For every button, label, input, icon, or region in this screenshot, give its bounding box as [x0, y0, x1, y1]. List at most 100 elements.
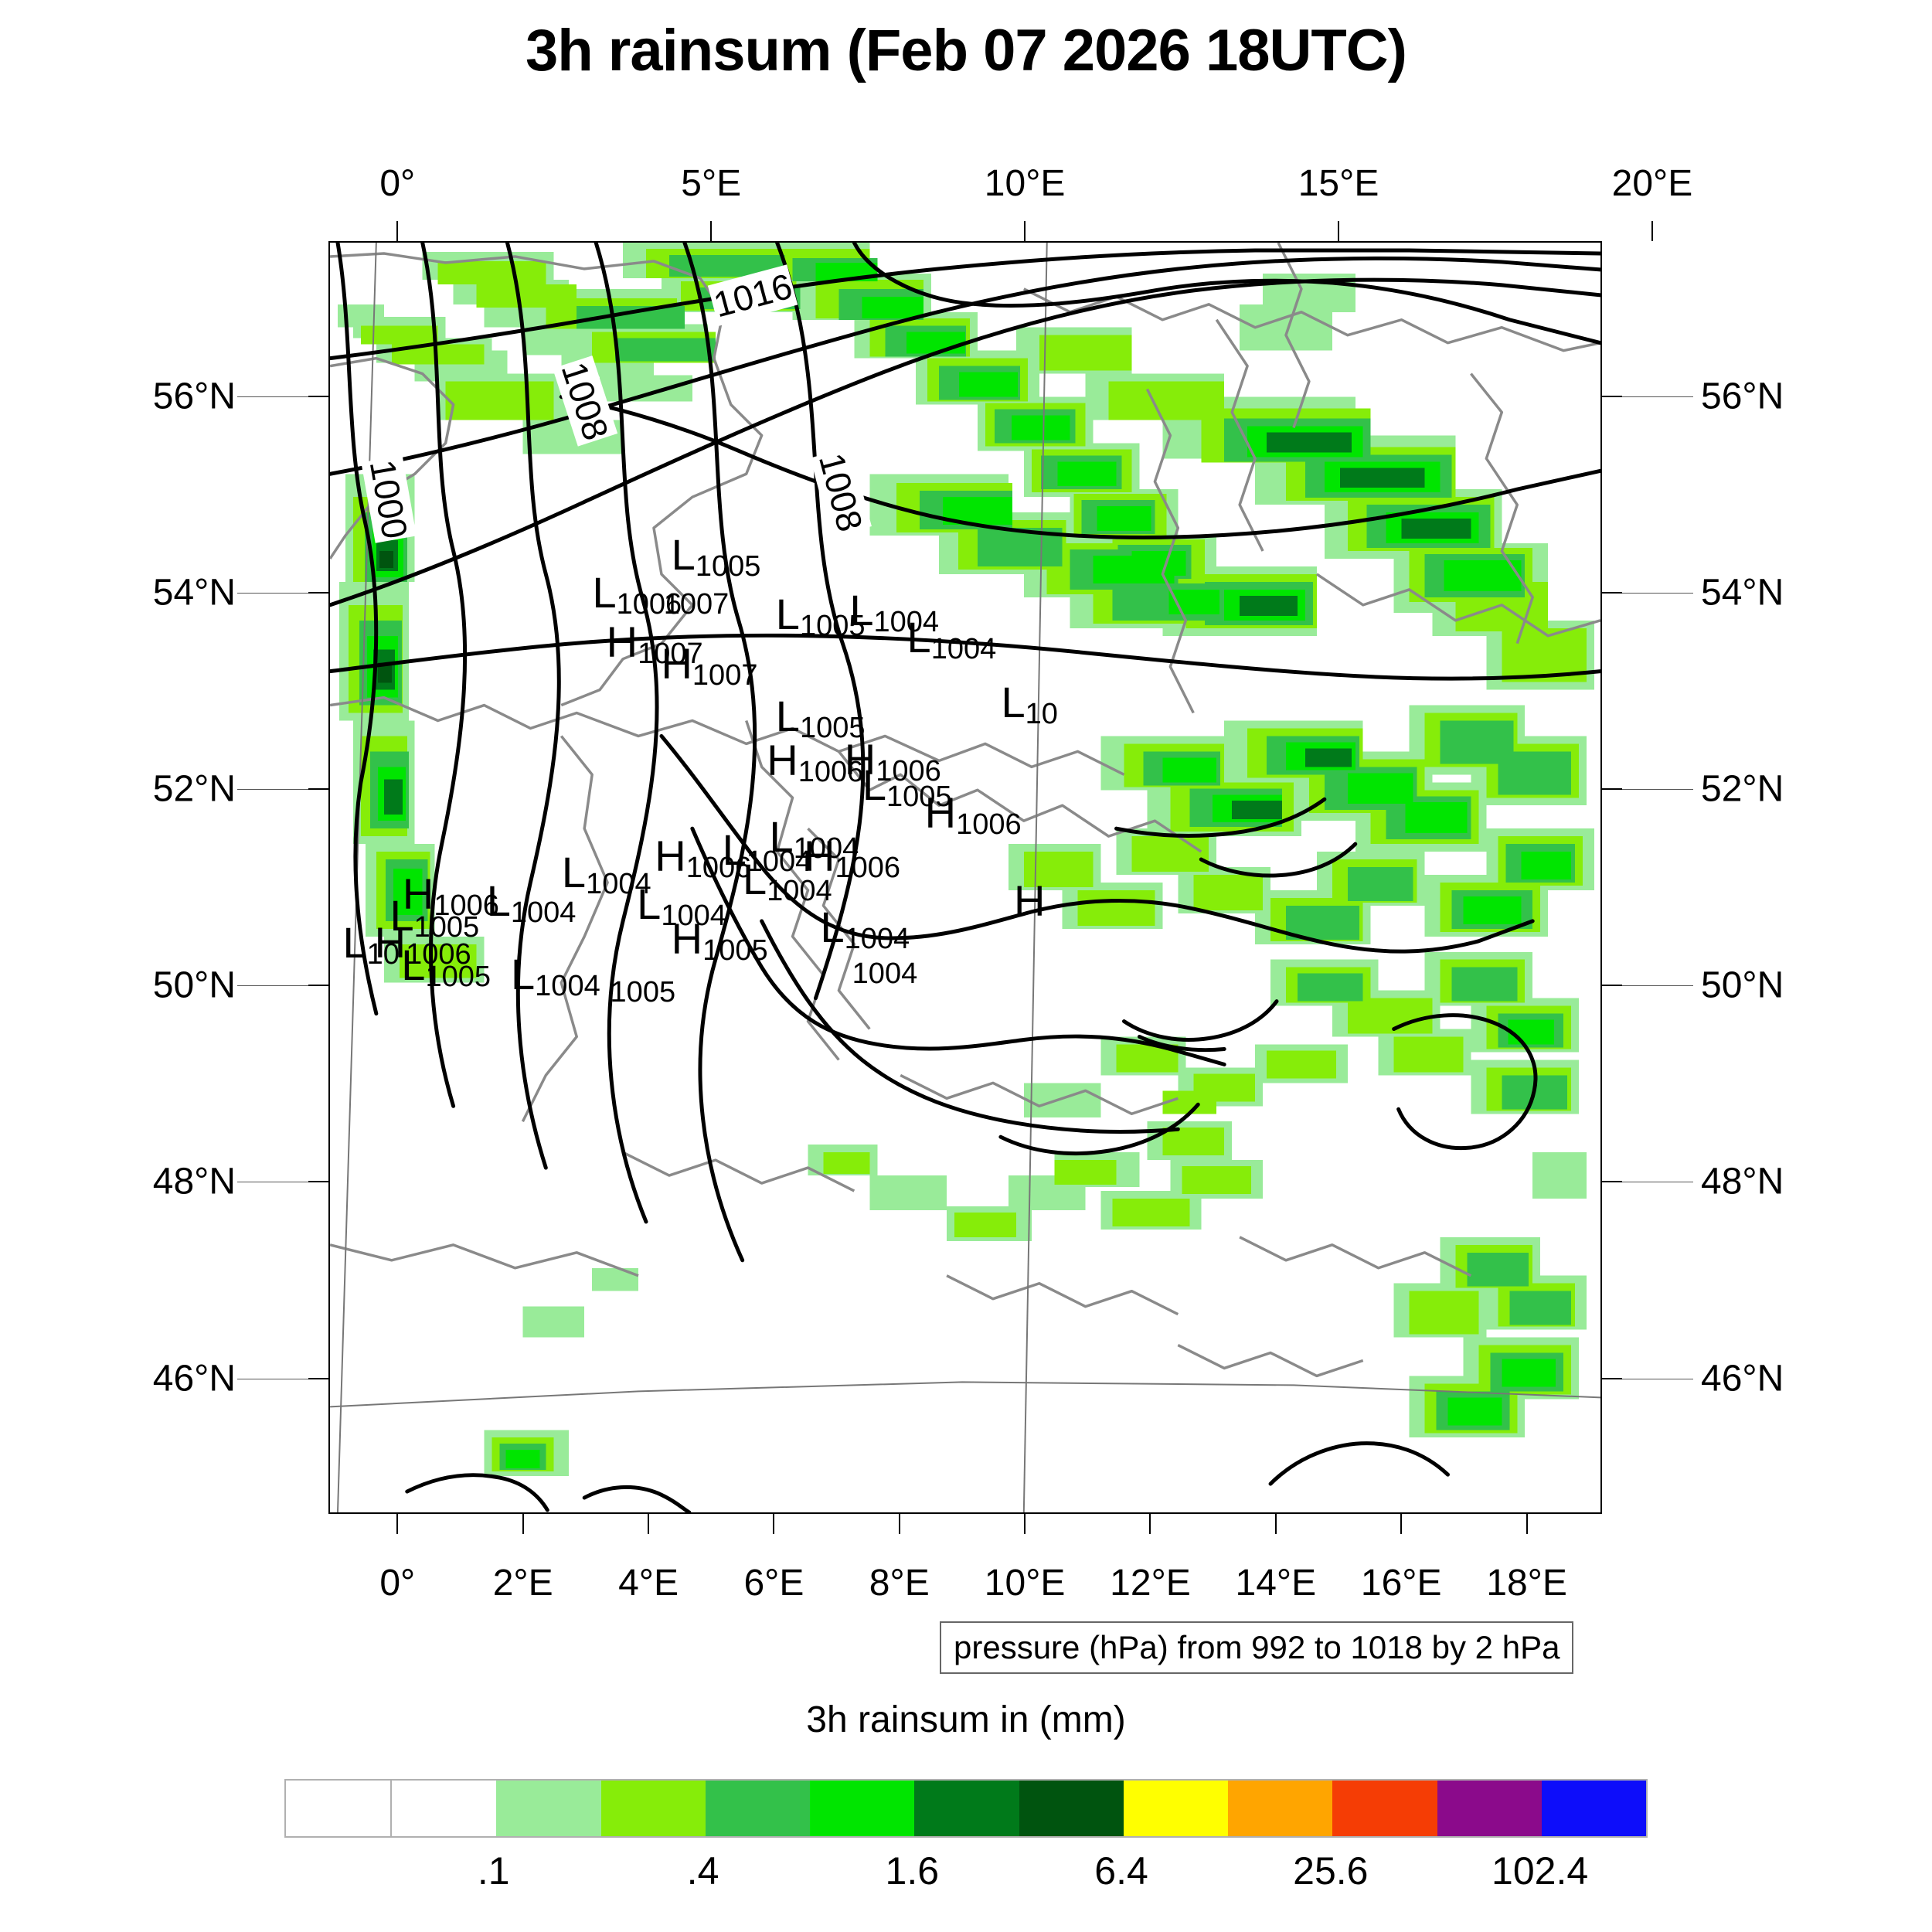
pressure-center-h-10: H1006: [767, 739, 863, 787]
lat-label-left-1: 54°N: [152, 572, 236, 614]
colorbar-cell-7: [1019, 1781, 1124, 1836]
tick-bottom-7: [1274, 1514, 1277, 1534]
colorbar[interactable]: [284, 1779, 1648, 1838]
colorbar-cell-1: [390, 1781, 497, 1836]
tick-lead-left-1: [237, 592, 308, 594]
colorbar-cell-4: [705, 1781, 811, 1836]
pressure-center-h-3: H1007: [607, 621, 703, 671]
pressure-center-value: 1005: [799, 609, 866, 642]
pressure-center-glyph: L: [742, 854, 767, 903]
pressure-center-glyph: L: [769, 812, 794, 862]
pressure-center-h-24: H: [1014, 879, 1045, 927]
lat-label-left-0: 56°N: [152, 376, 236, 417]
lon-label-bottom-0: 0°: [379, 1563, 416, 1604]
colorbar-cell-12: [1541, 1781, 1647, 1836]
pressure-center-value: 1006: [876, 754, 941, 787]
lat-label-left-4: 48°N: [152, 1161, 236, 1202]
lat-label-right-0: 56°N: [1701, 376, 1784, 417]
page-title: 3h rainsum (Feb 07 2026 18UTC): [526, 18, 1407, 83]
pressure-center-glyph: H: [671, 913, 703, 963]
tick-lead-right-1: [1622, 592, 1693, 594]
pressure-center-h-11: H1006: [844, 734, 941, 787]
pressure-center-value: 1007: [692, 659, 758, 692]
tick-top-3: [1338, 221, 1340, 241]
pressure-center-glyph: L: [775, 589, 800, 638]
pressure-center-value: 1007: [638, 638, 703, 671]
pressure-center-value: 1005: [413, 911, 480, 944]
pressure-center-value: 1005: [610, 976, 676, 1009]
tick-lead-right-2: [1622, 789, 1693, 791]
pressure-center-value: 1006: [616, 587, 682, 621]
pressure-center-glyph: L: [486, 876, 511, 925]
pressure-center-h-26: H1005: [672, 917, 768, 965]
lon-label-top-0: 0°: [379, 163, 416, 204]
colorbar-cell-8: [1123, 1781, 1229, 1836]
colorbar-cell-10: [1332, 1781, 1437, 1836]
tick-lead-left-2: [237, 789, 308, 791]
pressure-center-l-8: L1005: [776, 694, 866, 744]
pressure-center-glyph: L: [401, 940, 426, 990]
colorbar-tick-label-2: 1.6: [885, 1849, 940, 1893]
lon-label-bottom-6: 12°E: [1110, 1563, 1191, 1604]
lat-label-left-3: 50°N: [152, 964, 236, 1006]
tick-right-5: [1602, 1377, 1622, 1379]
tick-right-0: [1602, 395, 1622, 397]
tick-lead-right-0: [1622, 396, 1693, 397]
tick-left-3: [308, 985, 328, 987]
pressure-center-value: 1005: [799, 711, 866, 744]
pressure-center-glyph: L: [561, 848, 587, 897]
colorbar-tick-label-4: 25.6: [1293, 1849, 1369, 1893]
pressure-center-l-18: L1004: [742, 854, 832, 906]
isobars: [330, 243, 1600, 1512]
tick-left-0: [308, 395, 328, 397]
tick-left-4: [308, 1181, 328, 1183]
pressure-center-value: 1005: [886, 780, 952, 813]
lon-label-bottom-7: 14°E: [1235, 1563, 1317, 1604]
pressure-center-glyph: H: [844, 734, 876, 784]
pressure-center-value: 10: [1025, 697, 1058, 730]
pressure-center-l-22: L1004: [487, 879, 577, 927]
tick-bottom-8: [1400, 1514, 1403, 1534]
colorbar-cell-6: [914, 1781, 1019, 1836]
pressure-center-glyph: L: [862, 760, 887, 809]
tick-bottom-3: [773, 1514, 775, 1534]
lon-label-top-4: 20°E: [1611, 163, 1693, 204]
lat-label-right-4: 48°N: [1701, 1161, 1784, 1202]
pressure-center-glyph: L: [671, 529, 696, 579]
pressure-center-value: 1006: [685, 851, 752, 884]
pressure-center-value: 1006: [956, 808, 1022, 841]
tick-top-0: [396, 221, 399, 241]
pressure-center-l-9: L10: [1001, 680, 1058, 730]
tick-bottom-4: [898, 1514, 900, 1534]
tick-bottom-5: [1024, 1514, 1026, 1534]
colorbar-title: 3h rainsum in (mm): [806, 1699, 1126, 1740]
pressure-center-glyph: H: [661, 639, 692, 689]
pressure-center-value: 1006: [434, 889, 499, 923]
pressure-center-l-23: L1004: [637, 883, 726, 933]
pressure-center-value: 1004: [746, 845, 812, 878]
pressure-center-l-30: L1004: [511, 953, 600, 1003]
tick-bottom-2: [648, 1514, 650, 1534]
pressure-center-glyph: L: [906, 612, 931, 662]
pressure-center-glyph: L: [342, 917, 367, 967]
colorbar-tick-label-1: .4: [686, 1849, 719, 1893]
map-panel[interactable]: 1016 1008 1008 1000 L1005 L1006 1007 H1007 H100…: [328, 241, 1602, 1514]
lon-label-bottom-3: 6°E: [743, 1563, 804, 1604]
pressure-center-value: 1005: [695, 549, 761, 583]
pressure-center-glyph: H: [1013, 876, 1046, 925]
pressure-center-value: 1004: [793, 832, 859, 866]
tick-right-4: [1602, 1181, 1622, 1183]
tick-left-5: [308, 1377, 328, 1379]
lon-label-bottom-1: 2°E: [492, 1563, 553, 1604]
lon-label-top-2: 10°E: [984, 163, 1066, 204]
tick-bottom-0: [396, 1514, 399, 1534]
pressure-center-value: 1004: [661, 900, 726, 933]
tick-top-2: [1024, 221, 1026, 241]
pressure-center-l-0: L1005: [671, 529, 761, 583]
tick-lead-right-3: [1622, 985, 1693, 987]
lon-label-top-1: 5°E: [681, 163, 742, 204]
pressure-center-value: 1004: [535, 970, 600, 1003]
pressure-center-glyph: L: [637, 879, 662, 929]
map-svg: [330, 243, 1600, 1512]
lon-label-bottom-2: 4°E: [618, 1563, 679, 1604]
